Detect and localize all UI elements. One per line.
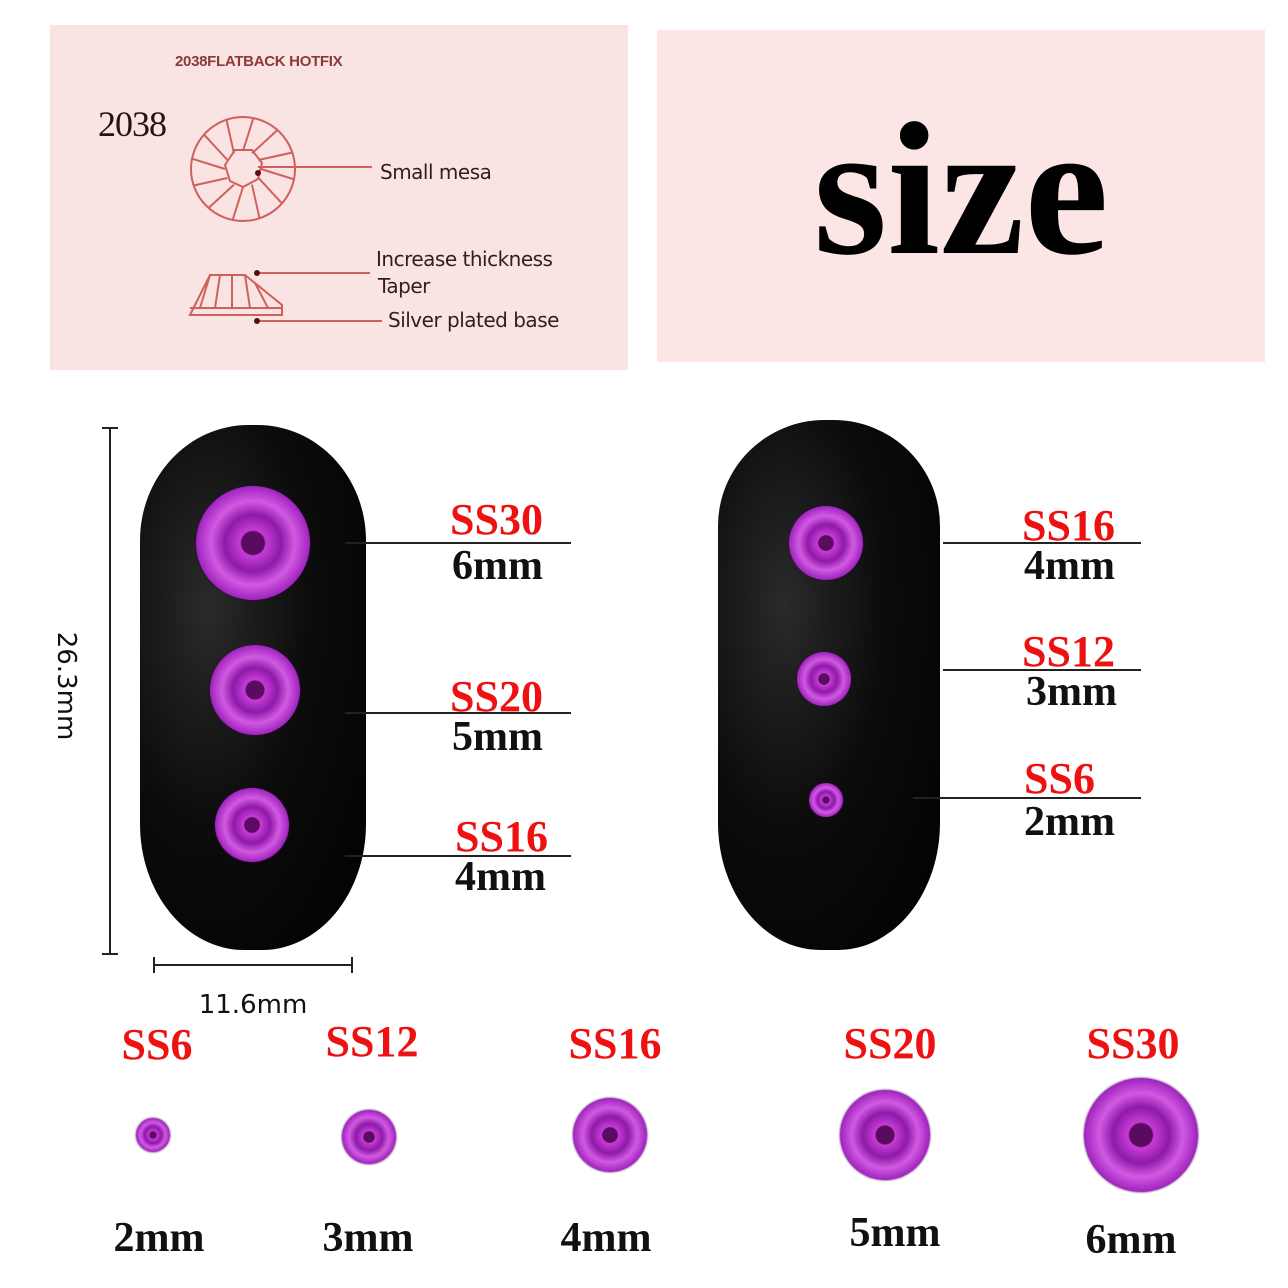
leader-line bbox=[345, 855, 571, 857]
size-headline: size bbox=[813, 85, 1109, 295]
size-mm: 2mm bbox=[1024, 799, 1115, 845]
facet-line bbox=[251, 184, 261, 219]
size-mm: 5mm bbox=[849, 1210, 941, 1256]
rhinestone-line-drawing bbox=[188, 116, 382, 324]
size-code: SS20 bbox=[450, 672, 543, 721]
rhinestone-ss20 bbox=[840, 1090, 930, 1180]
size-code: SS16 bbox=[1022, 501, 1115, 550]
width-tick-right bbox=[351, 957, 353, 973]
label-increase-thickness: Increase thickness bbox=[376, 247, 553, 271]
leader-line bbox=[345, 712, 571, 714]
facet-line bbox=[260, 168, 295, 181]
size-code: SS30 bbox=[1086, 1019, 1180, 1068]
facet-line bbox=[207, 183, 235, 209]
size-code: SS16 bbox=[568, 1019, 662, 1068]
facet-line bbox=[257, 177, 283, 205]
height-label: 26.3mm bbox=[51, 631, 81, 741]
facet-line bbox=[231, 186, 244, 221]
facet-line bbox=[242, 117, 255, 152]
width-dimension-line bbox=[153, 964, 353, 966]
rhinestone-ss20 bbox=[210, 645, 300, 735]
facet-line bbox=[203, 133, 229, 161]
facet-line bbox=[225, 119, 235, 154]
rhinestone-diagram-panel: 2038FLATBACK HOTFIX 2038 Small mesa Incr… bbox=[50, 25, 628, 370]
size-code: SS6 bbox=[1024, 754, 1095, 803]
facet-line bbox=[251, 129, 279, 155]
size-mm: 3mm bbox=[1026, 669, 1117, 715]
rhinestone-ss6 bbox=[809, 783, 843, 817]
rhinestone-ss12 bbox=[342, 1110, 396, 1164]
label-silver-plated-base: Silver plated base bbox=[388, 308, 559, 332]
height-tick-bottom bbox=[102, 953, 118, 955]
size-code: SS12 bbox=[1022, 627, 1115, 676]
size-mm: 6mm bbox=[452, 543, 543, 589]
rhinestone-ss16 bbox=[789, 506, 863, 580]
leader-line bbox=[345, 542, 571, 544]
size-mm: 4mm bbox=[1024, 543, 1115, 589]
size-code: SS6 bbox=[121, 1020, 193, 1069]
facet-line bbox=[258, 151, 293, 161]
width-label: 11.6mm bbox=[198, 990, 308, 1020]
rhinestone-ss16 bbox=[215, 788, 289, 862]
rhinestone-ss16 bbox=[573, 1098, 647, 1172]
size-code: SS16 bbox=[455, 812, 548, 861]
size-headline-panel: size bbox=[657, 30, 1265, 362]
label-taper: Taper bbox=[378, 274, 430, 298]
height-dimension-line bbox=[109, 427, 111, 955]
size-mm: 6mm bbox=[1085, 1217, 1177, 1263]
size-code: SS20 bbox=[843, 1019, 937, 1068]
size-code: SS30 bbox=[450, 495, 543, 544]
rhinestone-ss6 bbox=[136, 1118, 170, 1152]
rhinestone-ss12 bbox=[797, 652, 851, 706]
diagram-title: 2038FLATBACK HOTFIX bbox=[175, 53, 343, 70]
leader-line bbox=[913, 797, 1141, 799]
size-mm: 4mm bbox=[455, 854, 546, 900]
facet-line bbox=[193, 177, 228, 187]
leader-line bbox=[943, 669, 1141, 671]
size-mm: 5mm bbox=[452, 714, 543, 760]
facet-line bbox=[191, 157, 226, 170]
height-tick-top bbox=[102, 427, 118, 429]
size-mm: 3mm bbox=[322, 1215, 414, 1261]
width-tick-left bbox=[153, 957, 155, 973]
size-code: SS12 bbox=[325, 1017, 419, 1066]
size-mm: 2mm bbox=[113, 1215, 205, 1261]
model-number: 2038 bbox=[98, 104, 167, 144]
label-small-mesa: Small mesa bbox=[380, 160, 492, 184]
leader-line bbox=[943, 542, 1141, 544]
rhinestone-ss30 bbox=[196, 486, 310, 600]
rhinestone-ss30 bbox=[1084, 1078, 1198, 1192]
size-mm: 4mm bbox=[560, 1215, 652, 1261]
